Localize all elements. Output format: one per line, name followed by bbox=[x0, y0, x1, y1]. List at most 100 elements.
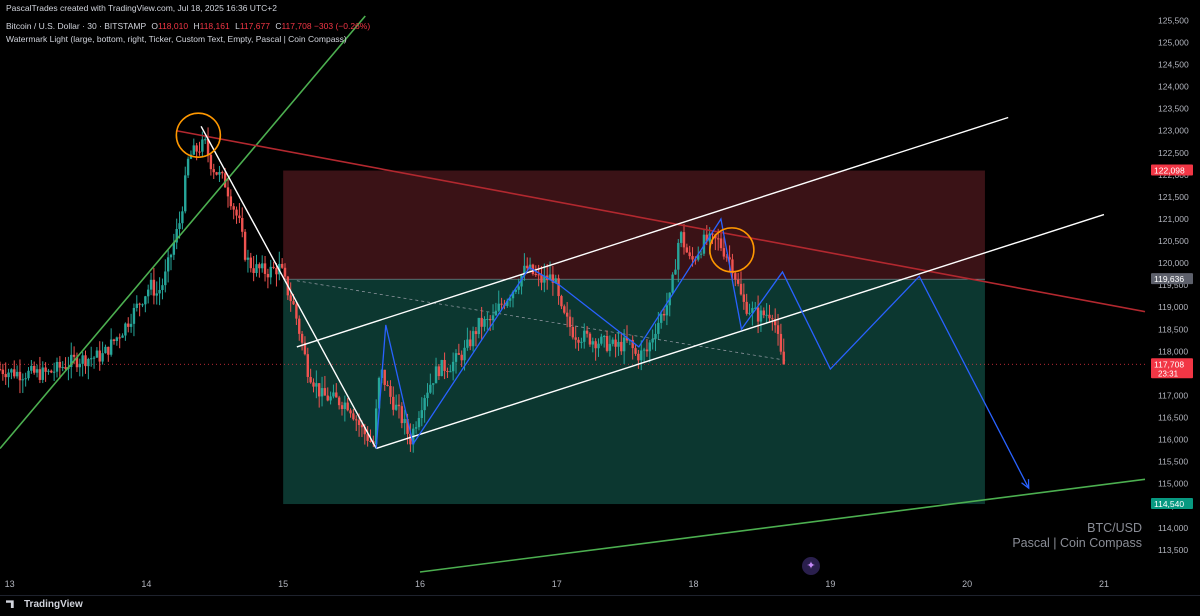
y-tick-label: 119,000 bbox=[1158, 302, 1188, 312]
candle-body bbox=[420, 410, 423, 418]
candle-body bbox=[771, 318, 774, 320]
y-tick-label: 123,000 bbox=[1158, 126, 1189, 136]
candle-body bbox=[483, 318, 486, 327]
price-label-bg bbox=[1151, 273, 1193, 285]
candle-body bbox=[662, 313, 666, 316]
y-tick-label: 115,500 bbox=[1158, 457, 1188, 467]
candle-body bbox=[631, 339, 634, 349]
sparkle-icon[interactable]: ✦ bbox=[802, 557, 820, 575]
candle-body bbox=[534, 273, 537, 275]
candle-body bbox=[152, 279, 156, 296]
candle-body bbox=[648, 342, 651, 352]
candle-body bbox=[315, 383, 318, 387]
candle-body bbox=[449, 371, 452, 373]
candle-body bbox=[146, 289, 150, 297]
candle-body bbox=[776, 325, 780, 334]
symbol-legend[interactable]: Bitcoin / U.S. Dollar · 30 · BITSTAMP O1… bbox=[6, 21, 370, 31]
candle-body bbox=[141, 304, 144, 306]
candle-body bbox=[514, 289, 518, 292]
x-tick-label: 13 bbox=[5, 579, 15, 589]
trendline-white-4 bbox=[296, 116, 1009, 348]
candle-body bbox=[739, 283, 743, 295]
candle-body bbox=[523, 265, 526, 276]
candle-body bbox=[719, 238, 723, 249]
candle-body bbox=[337, 397, 341, 406]
indicator-legend[interactable]: Watermark Light (large, bottom, right, T… bbox=[6, 34, 347, 44]
candle-body bbox=[107, 346, 110, 355]
candle-body bbox=[269, 266, 272, 278]
y-tick-label: 122,500 bbox=[1158, 148, 1189, 158]
candle-body bbox=[4, 374, 7, 378]
candle-body bbox=[508, 298, 512, 301]
candle-body bbox=[164, 271, 167, 286]
candle-body bbox=[64, 366, 67, 369]
close-label: C bbox=[275, 21, 282, 31]
candle-body bbox=[275, 267, 278, 275]
candle-body bbox=[491, 315, 495, 321]
candle-body bbox=[357, 420, 361, 426]
candle-body bbox=[414, 427, 418, 429]
candle-body bbox=[127, 323, 130, 327]
trendline-red-2 bbox=[176, 129, 1146, 313]
candle-body bbox=[431, 383, 435, 385]
y-tick-label: 121,500 bbox=[1158, 192, 1189, 202]
candle-body bbox=[548, 274, 552, 281]
candle-body bbox=[32, 365, 36, 373]
candle-body bbox=[186, 158, 190, 176]
candle-body bbox=[677, 242, 680, 270]
candle-body bbox=[691, 256, 694, 260]
projection-path bbox=[375, 217, 1030, 489]
candle-body bbox=[309, 376, 312, 383]
green-zone bbox=[283, 279, 985, 505]
candle-body bbox=[298, 318, 301, 334]
candle-body bbox=[699, 253, 703, 255]
candle-body bbox=[377, 377, 381, 409]
candle-body bbox=[374, 408, 378, 445]
candle-body bbox=[471, 331, 475, 347]
candle-body bbox=[659, 313, 663, 323]
candle-body bbox=[745, 301, 748, 314]
candle-body bbox=[243, 231, 247, 260]
candle-body bbox=[657, 322, 660, 334]
candle-body bbox=[537, 274, 540, 276]
candle-body bbox=[782, 351, 785, 365]
candle-body bbox=[497, 303, 500, 311]
candle-body bbox=[212, 169, 215, 173]
open-value: 118,010 bbox=[157, 21, 189, 31]
circle-top bbox=[175, 112, 222, 158]
y-tick-label: 116,000 bbox=[1158, 435, 1188, 445]
candle-body bbox=[255, 264, 258, 274]
candle-body bbox=[600, 336, 603, 344]
candle-body bbox=[47, 370, 50, 372]
candle-body bbox=[189, 154, 193, 159]
candle-body bbox=[642, 349, 646, 351]
candle-body bbox=[588, 333, 592, 345]
trendline-green-0 bbox=[0, 15, 366, 449]
candle-body bbox=[84, 355, 87, 367]
candle-body bbox=[563, 306, 566, 313]
candle-body bbox=[132, 307, 136, 324]
candle-body bbox=[144, 296, 147, 305]
candle-body bbox=[608, 343, 612, 351]
candles-group bbox=[0, 127, 785, 453]
candle-body bbox=[614, 339, 617, 347]
candle-body bbox=[437, 366, 441, 377]
candle-body bbox=[209, 154, 213, 170]
tradingview-logo[interactable]: TradingView bbox=[6, 599, 83, 610]
candle-body bbox=[195, 145, 198, 152]
candle-body bbox=[722, 248, 726, 257]
candle-body bbox=[280, 263, 284, 268]
candle-body bbox=[716, 238, 720, 240]
symbol-name[interactable]: Bitcoin / U.S. Dollar · 30 · BITSTAMP bbox=[6, 21, 146, 31]
candle-body bbox=[574, 337, 577, 340]
y-tick-label: 118,000 bbox=[1158, 346, 1188, 356]
candle-body bbox=[306, 354, 309, 377]
y-tick-label: 118,500 bbox=[1158, 324, 1188, 334]
candle-body bbox=[81, 355, 84, 364]
candle-body bbox=[178, 223, 181, 229]
price-label-bg bbox=[1151, 498, 1193, 510]
price-label: 117,708 bbox=[1154, 359, 1184, 369]
watermark-ticker: BTC/USD bbox=[1087, 521, 1142, 535]
